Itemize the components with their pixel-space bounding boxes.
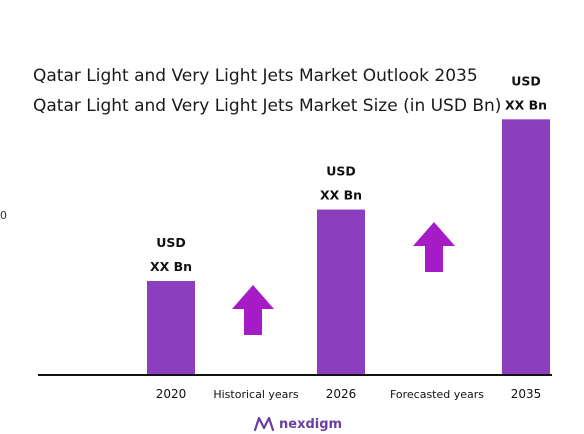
- nexdigm-logo-icon: [253, 416, 275, 432]
- bar-2026: [317, 209, 365, 375]
- value-label-2035-unit: XX Bn: [505, 97, 547, 112]
- value-label-2026: USD: [326, 164, 356, 179]
- annotation-forecasted: Forecasted years: [390, 388, 484, 401]
- x-tick-2026: 2026: [326, 387, 357, 401]
- bar-2020: [147, 281, 195, 375]
- x-tick-2035: 2035: [511, 387, 542, 401]
- nexdigm-logo: nexdigm: [253, 414, 342, 434]
- x-tick-2020: 2020: [156, 387, 187, 401]
- chart-size-title: Qatar Light and Very Light Jets Market S…: [33, 96, 502, 116]
- chart-outlook-title: Qatar Light and Very Light Jets Market O…: [33, 66, 478, 86]
- edge-fragment: 0: [0, 209, 7, 222]
- value-label-2026-unit: XX Bn: [320, 188, 362, 203]
- value-label-2020-unit: XX Bn: [150, 259, 192, 274]
- bar-chart: USD XX Bn 2020 USD XX Bn 2026 USD XX Bn 2035 Hist…: [38, 73, 552, 401]
- logo-text: nexdigm: [279, 416, 343, 432]
- value-label-2035: USD: [511, 73, 541, 88]
- value-label-2020: USD: [156, 235, 186, 250]
- up-arrow-icon: [232, 285, 274, 335]
- bar-2035: [502, 119, 550, 375]
- title-block: Qatar Light and Very Light Jets Market O…: [33, 64, 503, 118]
- annotation-historical: Historical years: [213, 388, 299, 401]
- up-arrow-icon: [413, 222, 455, 272]
